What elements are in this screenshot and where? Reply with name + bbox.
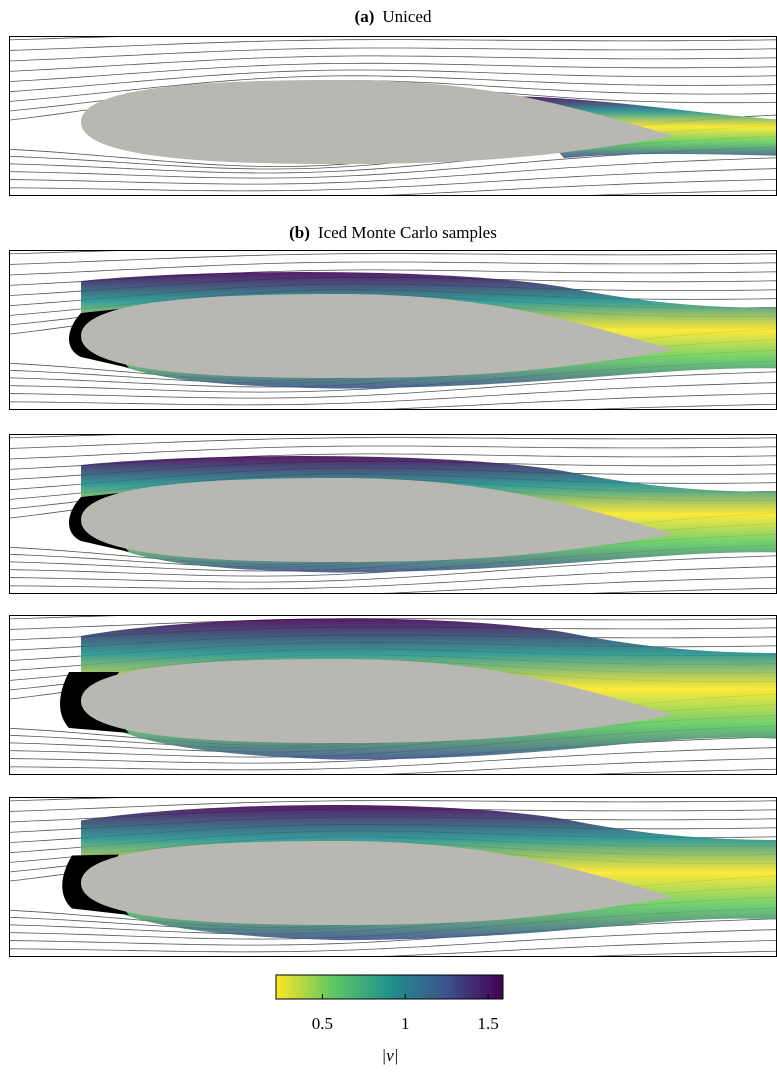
panel-label: (b) [289,223,310,242]
streamline [4,190,777,206]
panel-content [4,236,777,428]
tick-label: 1 [401,1014,410,1033]
streamline [4,962,777,975]
streamline [4,438,777,449]
panel-content [4,420,777,612]
colorbar-fill [276,975,503,999]
streamline [4,254,777,265]
flow-panel [4,420,777,612]
streamline [4,404,777,420]
tick-label: 0.5 [312,1014,333,1033]
streamline [4,610,777,619]
streamline [4,245,777,254]
streamline [4,588,777,604]
panel-content [4,783,777,975]
panel-name: Iced Monte Carlo samples [318,223,497,242]
colorbar-label: |v| [382,1046,399,1065]
streamline [4,792,777,801]
flow-panel [4,601,777,793]
streamline [4,201,777,214]
streamline [4,31,777,40]
panels [4,22,777,975]
colorbar: 0.5 1 1.5 [276,975,503,1033]
flow-panel [4,236,777,428]
streamline [4,769,777,785]
streamline [4,429,777,438]
panel-content [4,22,777,214]
streamline [4,420,777,428]
streamline [4,783,777,791]
streamline [4,168,777,191]
figure: (a) Uniced (b) Iced Monte Carlo samples 0.… [0,0,777,1071]
panel-title: (a) Uniced [355,7,432,26]
flow-panel [4,22,777,214]
panel-label: (a) [355,7,375,26]
streamline [4,599,777,612]
streamline [4,40,777,51]
panel-title: (b) Iced Monte Carlo samples [289,223,497,242]
streamline [4,415,777,428]
panel-content [4,601,777,793]
streamline [4,601,777,609]
tick-label: 1.5 [477,1014,498,1033]
streamline [4,63,777,82]
streamline [4,780,777,793]
flow-panel [4,783,777,975]
streamline [4,951,777,967]
panel-name: Uniced [382,7,432,26]
